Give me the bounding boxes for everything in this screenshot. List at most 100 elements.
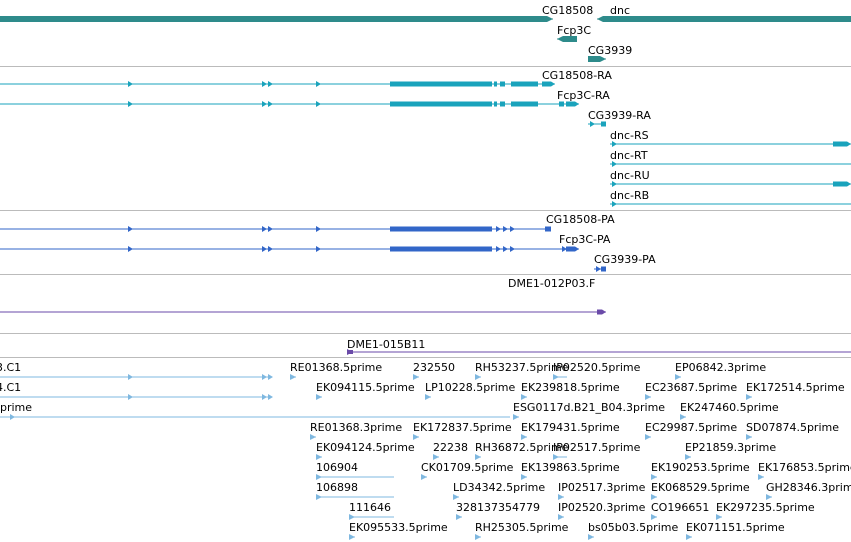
est-arrow-icon	[685, 454, 691, 460]
exon-block	[511, 81, 538, 87]
feature-label: CO196651	[651, 501, 709, 514]
feature-label: EK190253.5prime	[651, 461, 750, 474]
est-111646[interactable]: 111646	[349, 501, 394, 520]
strand-arrow-icon	[316, 101, 321, 107]
transcript-dnc-rb[interactable]: dnc-RB	[610, 189, 851, 207]
transcript-dnc-ru[interactable]: dnc-RU	[610, 169, 851, 187]
est-arrow-icon	[475, 534, 481, 540]
exon-block	[833, 181, 851, 187]
exon-block	[500, 101, 505, 107]
est-ek094124-5prime[interactable]: EK094124.5prime	[316, 441, 415, 460]
est-ek247460-5prime[interactable]: EK247460.5prime	[680, 401, 779, 420]
track-separator	[0, 333, 851, 334]
est-4-c1[interactable]: 4.C1	[0, 381, 273, 400]
est-ek179431-5prime[interactable]: EK179431.5prime	[521, 421, 620, 440]
strand-arrow-icon	[510, 246, 515, 252]
est-rh53237-5prime[interactable]: RH53237.5prime	[475, 361, 569, 380]
est-ek172514-5prime[interactable]: EK172514.5prime	[746, 381, 845, 400]
est-ek239818-5prime[interactable]: EK239818.5prime	[521, 381, 620, 400]
track-separator	[0, 274, 851, 275]
strand-arrow-icon	[590, 121, 595, 127]
est-ck01709-5prime[interactable]: CK01709.5prime	[421, 461, 514, 480]
feature-label: 106904	[316, 461, 358, 474]
transcript-cg3939-ra[interactable]: CG3939-RA	[588, 109, 651, 127]
est-arrow-icon	[680, 414, 686, 420]
protein-cg3939-pa[interactable]: CG3939-PA	[594, 253, 656, 272]
strand-arrow-icon	[316, 246, 321, 252]
est-rh36872-5prime[interactable]: RH36872.5prime	[475, 441, 569, 460]
est-ek172837-5prime[interactable]: EK172837.5prime	[413, 421, 512, 440]
gene-dnc[interactable]: dnc	[597, 4, 851, 22]
transcript-dnc-rs[interactable]: dnc-RS	[610, 129, 851, 147]
est-ld34342-5prime[interactable]: LD34342.5prime	[453, 481, 545, 500]
est-328137354779[interactable]: 328137354779	[456, 501, 540, 520]
protein-cg18508-pa[interactable]: CG18508-PA	[0, 213, 615, 232]
est-ip02520-5prime[interactable]: IP02520.5prime	[553, 361, 641, 380]
est-arrow-icon	[316, 494, 322, 500]
est-prime[interactable]: prime	[0, 401, 510, 420]
exon-block	[390, 81, 492, 87]
strand-arrow-icon	[262, 101, 267, 107]
feature-label: EK239818.5prime	[521, 381, 620, 394]
strand-arrow-icon	[316, 81, 321, 87]
feature-label: prime	[0, 401, 32, 414]
est-arrow-icon	[558, 494, 564, 500]
strand-arrow-icon	[596, 266, 601, 272]
exon-block	[545, 226, 551, 232]
transcript-cg18508-ra[interactable]: CG18508-RA	[0, 69, 612, 87]
clone-dme1-012p03-f[interactable]: DME1-012P03.F	[0, 277, 606, 315]
est-arrow-icon	[553, 454, 559, 460]
exon-block	[494, 101, 497, 107]
est-sd07874-5prime[interactable]: SD07874.5prime	[746, 421, 839, 440]
strand-arrow-icon	[268, 394, 273, 400]
est-ep06842-3prime[interactable]: EP06842.3prime	[675, 361, 766, 380]
est-esg0117d-b21-b04-3prime[interactable]: ESG0117d.B21_B04.3prime	[513, 401, 665, 420]
est-gh28346-3prime[interactable]: GH28346.3prime	[766, 481, 851, 500]
est-106898[interactable]: 106898	[316, 481, 394, 500]
track-transcripts: CG18508-RA Fcp3C-RA CG3939-RA dnc-RS dnc-RT d…	[0, 69, 851, 207]
est-co196651[interactable]: CO196651	[651, 501, 709, 520]
gene-fcp3c[interactable]: Fcp3C	[557, 24, 591, 42]
est-re01368-3prime[interactable]: RE01368.3prime	[310, 421, 402, 440]
est-ek139863-5prime[interactable]: EK139863.5prime	[521, 461, 620, 480]
est-ek190253-5prime[interactable]: EK190253.5prime	[651, 461, 750, 480]
est-ip02517-5prime[interactable]: IP02517.5prime	[553, 441, 641, 460]
feature-line	[0, 416, 510, 418]
est-3-c1[interactable]: 3.C1	[0, 361, 273, 380]
est-ek071151-5prime[interactable]: EK071151.5prime	[686, 521, 785, 540]
est-ek094115-5prime[interactable]: EK094115.5prime	[316, 381, 415, 400]
gene-cg3939[interactable]: CG3939	[588, 44, 632, 62]
exon-block	[390, 101, 492, 107]
est-ek297235-5prime[interactable]: EK297235.5prime	[716, 501, 815, 520]
strand-arrow-icon	[268, 374, 273, 380]
feature-label: CG3939	[588, 44, 632, 57]
est-lp10228-5prime[interactable]: LP10228.5prime	[425, 381, 516, 400]
clone-dme1-015b11[interactable]: DME1-015B11	[347, 338, 851, 355]
gene-cg18508[interactable]: CG18508	[0, 4, 593, 22]
feature-label: RE01368.5prime	[290, 361, 382, 374]
est-106904[interactable]: 106904	[316, 461, 394, 480]
strand-arrow-icon	[496, 246, 501, 252]
est-ec23687-5prime[interactable]: EC23687.5prime	[645, 381, 737, 400]
protein-fcp3c-pa[interactable]: Fcp3C-PA	[0, 233, 611, 252]
est-232550[interactable]: 232550	[413, 361, 455, 380]
est-22238[interactable]: 22238	[433, 441, 468, 460]
est-ip02520-3prime[interactable]: IP02520.3prime	[558, 501, 646, 520]
est-ep21859-3prime[interactable]: EP21859.3prime	[685, 441, 776, 460]
est-ip02517-3prime[interactable]: IP02517.3prime	[558, 481, 646, 500]
est-ek068529-5prime[interactable]: EK068529.5prime	[651, 481, 750, 500]
transcript-fcp3c-ra[interactable]: Fcp3C-RA	[0, 89, 610, 107]
feature-label: IP02517.3prime	[558, 481, 646, 494]
est-ec29987-5prime[interactable]: EC29987.5prime	[645, 421, 737, 440]
track-clone-dme1-012p03: DME1-012P03.F	[0, 277, 606, 315]
transcript-dnc-rt[interactable]: dnc-RT	[610, 149, 851, 167]
est-rh25305-5prime[interactable]: RH25305.5prime	[475, 521, 569, 540]
est-re01368-5prime[interactable]: RE01368.5prime	[290, 361, 382, 380]
est-bs05b03-5prime[interactable]: bs05b03.5prime	[588, 521, 678, 540]
strand-arrow-icon	[316, 226, 321, 232]
est-ek095533-5prime[interactable]: EK095533.5prime	[349, 521, 448, 540]
est-ek176853-5prime[interactable]: EK176853.5prime	[758, 461, 851, 480]
est-arrow-icon	[553, 374, 559, 380]
strand-arrow-icon	[128, 394, 133, 400]
